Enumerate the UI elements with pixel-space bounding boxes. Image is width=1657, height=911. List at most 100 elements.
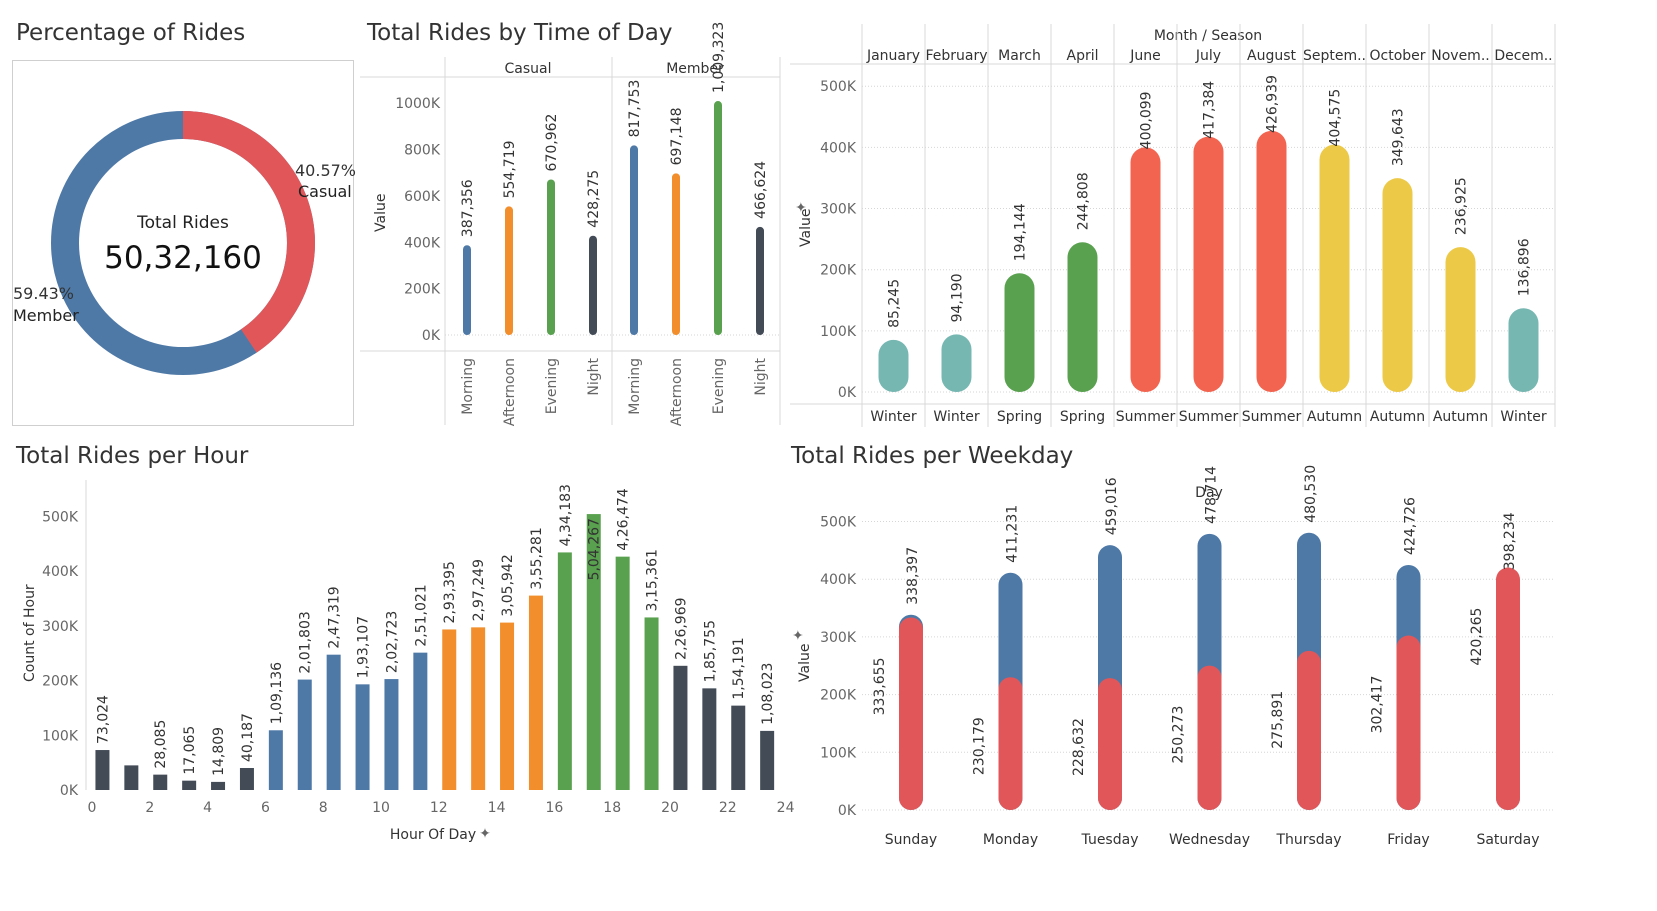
hour-bar [268, 730, 283, 790]
tod-y-tick: 600K [404, 189, 441, 205]
weekday-chart[interactable]: Day 500K 400K 300K 200K 100K 0K Value ✦ 338,397 33… [790, 465, 1657, 911]
hour-bar [153, 774, 168, 790]
weekday-bar-casual [1297, 650, 1321, 810]
month-header-label: June [1129, 48, 1161, 64]
weekday-y-axis-label: Value [797, 644, 813, 682]
weekday-bar-casual [1098, 678, 1122, 810]
weekday-y-tick: 100K [820, 745, 857, 761]
weekday-bar-casual [1197, 665, 1222, 810]
hour-bar [702, 688, 717, 790]
weekday-bar-casual [1396, 635, 1421, 810]
month-y-tick: 500K [820, 79, 857, 95]
tod-x-tick: Evening [711, 358, 727, 414]
hour-pin-icon: ✦ [479, 826, 491, 842]
hour-data-label: 2,47,319 [327, 586, 343, 648]
tod-y-tick: 200K [404, 282, 441, 298]
hour-y-tick: 100K [42, 728, 79, 744]
weekday-y-tick: 0K [838, 803, 857, 819]
weekday-header: Day [1195, 485, 1223, 501]
tod-x-tick: Afternoon [669, 358, 685, 426]
hour-data-label: 73,024 [95, 695, 111, 744]
month-season-chart[interactable]: Month / Season 500K 400K 300K 200K 100K 0K Valu… [790, 22, 1657, 432]
hour-data-label: 2,01,803 [298, 611, 314, 673]
hour-data-label: 1,54,191 [731, 637, 747, 699]
hour-y-tick: 300K [42, 619, 79, 635]
weekday-label-casual: 333,655 [872, 658, 888, 716]
weekday-bar-casual [899, 617, 923, 810]
hour-x-tick: 18 [603, 800, 621, 816]
month-bar [1445, 247, 1476, 392]
hour-data-label: 17,065 [182, 726, 198, 775]
tod-bar [630, 145, 638, 335]
season-x-tick: Spring [1060, 409, 1105, 425]
hour-bar [528, 595, 543, 790]
month-data-label: 417,384 [1202, 81, 1218, 139]
tod-bar [672, 173, 680, 335]
season-x-tick: Winter [1500, 409, 1546, 425]
month-header-label: Septem.. [1303, 48, 1366, 64]
weekday-label-member: 480,530 [1303, 465, 1319, 523]
month-data-label: 194,144 [1013, 203, 1029, 261]
tod-bar [505, 206, 513, 335]
month-y-tick: 400K [820, 140, 857, 156]
hour-x-tick: 8 [319, 800, 328, 816]
tod-y-tick: 0K [422, 328, 441, 344]
tod-y-tick: 1000K [395, 96, 441, 112]
tod-x-tick: Morning [460, 358, 476, 415]
tod-panel-header: Casual [505, 61, 552, 77]
weekday-label-member: 478,714 [1204, 466, 1220, 524]
hour-data-label: 5,04,267 [587, 518, 603, 580]
tod-data-label: 387,356 [460, 179, 476, 237]
weekday-x-tick: Saturday [1476, 832, 1539, 848]
donut-chart[interactable]: Total Rides 50,32,160 40.57% Casual 59.43% Me… [0, 0, 360, 440]
weekday-label-member: 459,016 [1104, 477, 1120, 535]
tod-y-tick: 800K [404, 143, 441, 159]
hour-bar [384, 679, 399, 790]
hour-x-tick: 10 [372, 800, 390, 816]
hour-bar [471, 627, 486, 790]
tod-data-label: 817,753 [627, 80, 643, 138]
hour-data-label: 14,809 [211, 727, 227, 776]
weekday-y-tick: 300K [820, 630, 857, 646]
season-x-tick: Summer [1116, 409, 1176, 425]
hour-bar [239, 768, 254, 790]
month-header-label: Novem.. [1431, 48, 1489, 64]
time-of-day-title: Total Rides by Time of Day [367, 20, 673, 46]
month-data-label: 85,245 [887, 279, 903, 328]
hour-y-tick: 500K [42, 509, 79, 525]
hour-bar [355, 684, 370, 790]
hour-x-tick: 14 [488, 800, 506, 816]
hour-data-label: 1,08,023 [760, 663, 776, 725]
month-header-label: January [866, 48, 920, 64]
hour-data-label: 4,26,474 [616, 488, 632, 550]
weekday-bar-casual [998, 677, 1023, 810]
month-data-label: 426,939 [1265, 75, 1281, 133]
hour-data-label: 28,085 [153, 720, 169, 769]
weekday-x-tick: Thursday [1275, 832, 1341, 848]
member-pct-label: 59.43% [13, 284, 74, 303]
time-of-day-chart[interactable]: 1000K 800K 600K 400K 200K 0K Value Casual 387,35… [360, 22, 785, 430]
hour-bar [442, 629, 457, 790]
month-bar [1193, 136, 1224, 392]
donut-slice-casual [51, 111, 315, 375]
month-header-label: February [925, 48, 987, 64]
weekday-x-tick: Friday [1387, 832, 1429, 848]
season-x-tick: Autumn [1370, 409, 1425, 425]
tod-bar [589, 235, 597, 335]
hour-x-tick: 12 [430, 800, 448, 816]
month-bar [1382, 178, 1413, 392]
tod-bar [547, 179, 555, 335]
month-bar [1508, 308, 1539, 392]
hour-bar [615, 556, 630, 790]
hour-y-tick: 400K [42, 564, 79, 580]
weekday-label-casual: 302,417 [1370, 676, 1386, 734]
hour-bar [124, 765, 139, 790]
season-x-tick: Summer [1242, 409, 1302, 425]
weekday-x-tick: Monday [983, 832, 1038, 848]
hour-title: Total Rides per Hour [16, 443, 249, 469]
donut-ring [51, 111, 315, 375]
hour-y-axis-label: Count of Hour [22, 584, 38, 682]
hour-bar [326, 654, 341, 790]
month-header: Month / Season [1154, 28, 1262, 44]
